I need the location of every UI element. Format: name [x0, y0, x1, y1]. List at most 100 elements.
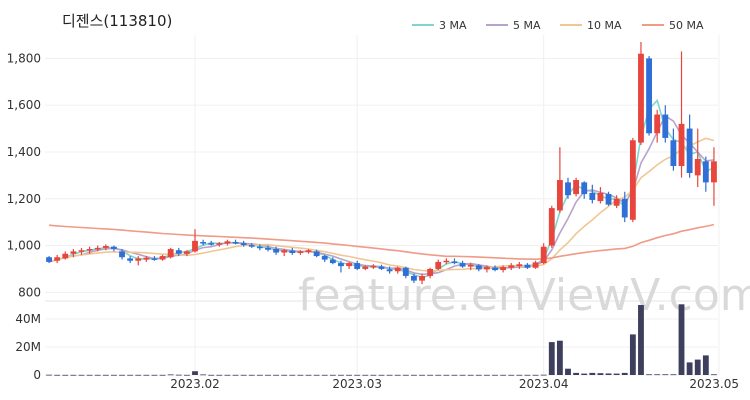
volume-bar: [192, 371, 198, 375]
volume-bar: [605, 373, 612, 375]
volume-bar: [46, 374, 52, 376]
candle-body: [143, 257, 150, 260]
candle-body: [451, 261, 458, 264]
volume-bar: [297, 374, 304, 376]
candle-body: [216, 243, 223, 245]
volume-bar: [394, 374, 401, 376]
volume-bar: [183, 374, 190, 376]
candle-body: [183, 251, 190, 254]
volume-tick-label: 40M: [15, 312, 41, 326]
candle-body: [516, 264, 523, 267]
volume-bar: [54, 374, 61, 376]
candle-body: [273, 249, 280, 253]
volume-bar: [532, 374, 539, 376]
candle-body: [492, 267, 498, 271]
price-tick-label: 1,400: [7, 145, 41, 159]
candle-body: [321, 256, 328, 260]
volume-bars: [46, 304, 717, 376]
volume-bar: [232, 374, 239, 376]
candle-body: [443, 260, 450, 263]
candle-body: [370, 265, 377, 268]
volume-bar: [216, 374, 223, 376]
volume-bar: [443, 374, 450, 376]
volume-bar: [159, 374, 166, 376]
volume-bar: [435, 374, 442, 376]
volume-bar: [94, 374, 101, 376]
candle-body: [597, 192, 604, 202]
ma-line-10: [48, 137, 715, 272]
volume-bar: [338, 374, 344, 376]
volume-bar: [581, 373, 588, 375]
legend: 3 MA 5 MA 10 MA 50 MA: [412, 19, 704, 32]
candle-body: [102, 246, 109, 248]
volume-bar: [111, 374, 117, 376]
candle-body: [70, 251, 77, 254]
price-axis-ticks: 800 1,000 1,200 1,400 1,600 1,800: [7, 51, 41, 299]
x-tick-label: 2023.03: [332, 377, 382, 391]
volume-bar: [321, 374, 328, 376]
candle-body: [354, 263, 361, 269]
candle-body: [670, 140, 677, 166]
volume-bar: [419, 374, 425, 376]
volume-bar: [256, 374, 263, 376]
candle-body: [394, 267, 401, 272]
candlesticks: [46, 42, 717, 285]
volume-bar: [370, 374, 377, 376]
ma-line-50: [49, 223, 715, 261]
volume-bar: [573, 372, 580, 375]
volume-bar: [654, 374, 661, 376]
candle-body: [540, 246, 547, 264]
candle-body: [467, 264, 474, 267]
candle-body: [265, 247, 271, 250]
volume-bar: [670, 374, 677, 376]
candle-body: [573, 180, 580, 195]
volume-bar: [135, 374, 142, 376]
volume-bar: [540, 374, 547, 376]
volume-bar: [621, 372, 628, 375]
candle-body: [135, 258, 142, 261]
legend-label: 5 MA: [513, 19, 541, 32]
x-tick-label: 2023.02: [170, 377, 220, 391]
volume-bar: [281, 374, 288, 376]
volume-bar: [565, 368, 571, 375]
volume-bar: [346, 374, 352, 376]
candle-body: [483, 267, 490, 270]
price-tick-label: 800: [18, 285, 41, 299]
candle-body: [313, 251, 320, 257]
candle-body: [419, 275, 425, 281]
volume-bar: [86, 374, 93, 376]
candle-body: [159, 256, 166, 260]
candle-body: [224, 241, 231, 244]
candle-body: [200, 242, 207, 244]
volume-bar: [378, 374, 385, 376]
candle-body: [167, 249, 174, 258]
candle-body: [613, 198, 620, 206]
candle-body: [192, 240, 198, 252]
volume-bar: [500, 374, 507, 376]
volume-bar: [200, 374, 207, 376]
volume-bar: [78, 374, 85, 376]
candle-body: [297, 251, 304, 254]
volume-bar: [548, 342, 555, 375]
candle-body: [289, 250, 296, 254]
candle-body: [694, 158, 701, 176]
volume-bar: [459, 374, 466, 376]
candle-body: [508, 265, 515, 268]
candle-body: [565, 182, 571, 196]
volume-bar: [273, 374, 280, 376]
candle-body: [94, 247, 101, 250]
candle-body: [208, 243, 215, 245]
volume-bar: [467, 374, 474, 376]
volume-bar: [329, 374, 336, 376]
candle-body: [362, 266, 369, 269]
candle-body: [305, 250, 312, 253]
candle-body: [240, 243, 247, 246]
volume-bar: [143, 374, 150, 376]
candle-body: [248, 245, 255, 247]
volume-bar: [516, 374, 523, 376]
volume-bar: [524, 374, 531, 376]
volume-bar: [208, 374, 215, 376]
chart-title: 디젠스(113810): [62, 12, 172, 30]
